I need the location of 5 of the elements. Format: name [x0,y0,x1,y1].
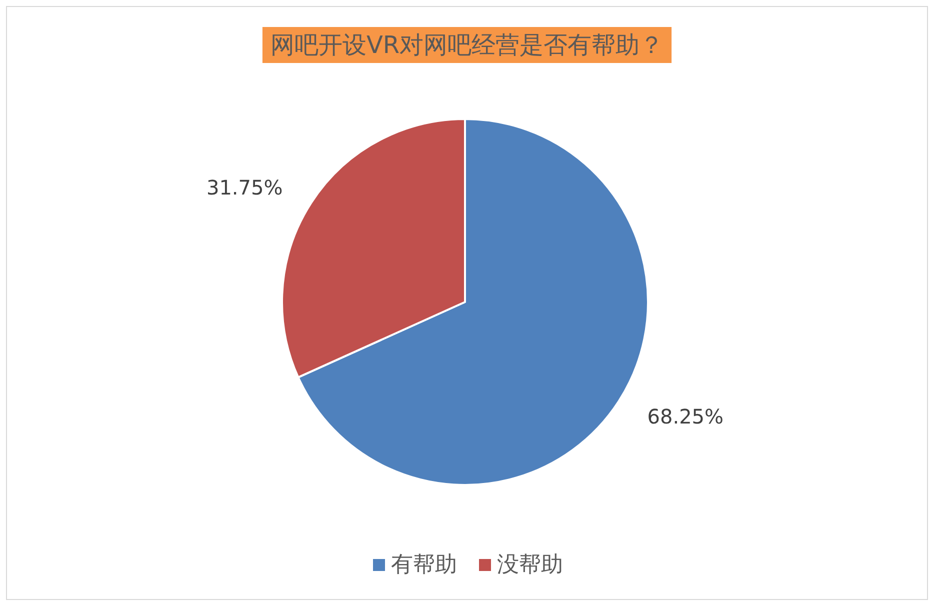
data-label: 68.25% [647,404,724,428]
legend-label: 没帮助 [497,552,563,578]
chart-title: 网吧开设VR对网吧经营是否有帮助？ [270,31,664,59]
data-label: 31.75% [206,176,283,200]
legend-label: 有帮助 [391,552,457,578]
